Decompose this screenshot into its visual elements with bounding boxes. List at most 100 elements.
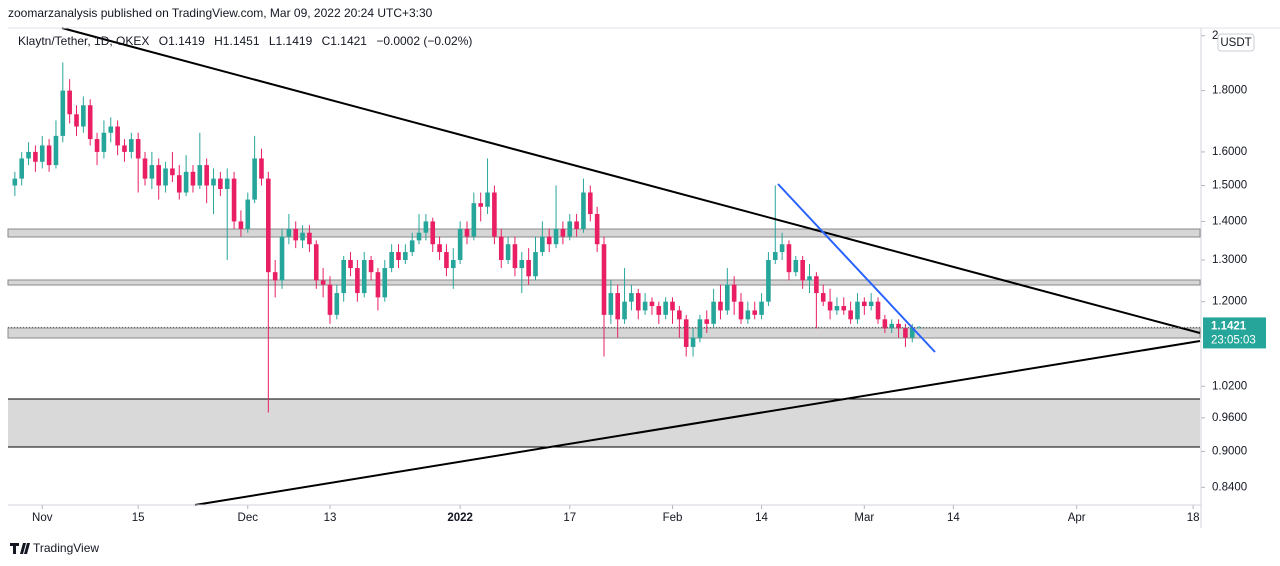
candle-body (115, 126, 120, 146)
candle-body (334, 293, 340, 315)
candle-body (197, 165, 203, 186)
candle-body (766, 260, 771, 302)
trend-line (61, 27, 1201, 334)
candle-body (649, 301, 655, 307)
candle-body (327, 284, 333, 315)
candle-body (149, 165, 155, 179)
candle-body (320, 280, 326, 285)
x-tick-label: 17 (563, 512, 576, 524)
candle-body (450, 260, 456, 269)
candle-body (348, 260, 353, 269)
y-tick-label: 0.8400 (1212, 481, 1247, 493)
candle-body (738, 301, 744, 320)
x-tick-label: 15 (132, 512, 145, 524)
candle-body (471, 203, 477, 237)
candle-body (629, 293, 634, 302)
y-tick-label: 0.9600 (1212, 412, 1247, 424)
candle-body (594, 214, 600, 245)
y-tick-label: 1.2000 (1212, 296, 1247, 308)
candle-body (409, 240, 415, 253)
candle-body (74, 114, 79, 127)
candle-body (53, 135, 59, 166)
legend-item: C1.1421 (322, 34, 368, 48)
legend-item: L1.1419 (269, 34, 313, 48)
candle-body (67, 90, 72, 115)
candle-body (635, 293, 641, 311)
candle-body (211, 178, 216, 186)
candle-body (19, 158, 25, 179)
candle-body (745, 310, 751, 320)
candle-body (81, 105, 86, 127)
candle-body (245, 199, 251, 229)
zone (7, 228, 1201, 238)
candle-body (875, 301, 881, 320)
candle-body (266, 178, 271, 273)
candle-body (39, 145, 45, 162)
candle-body (142, 158, 148, 179)
candle-body (464, 228, 470, 237)
candle-body (800, 260, 805, 281)
y-tick-label: 1.4000 (1212, 215, 1247, 227)
candle-body (492, 192, 497, 237)
candle-body (252, 158, 257, 200)
candle-body (382, 268, 388, 298)
candle-body (444, 252, 449, 269)
candle-body (704, 319, 710, 324)
candle-body (389, 252, 394, 269)
candle-body (313, 244, 319, 281)
candle-body (60, 90, 66, 136)
candle-body (533, 252, 538, 277)
byline: zoomarzanalysis published on TradingView… (8, 6, 433, 20)
candle-body (259, 158, 264, 179)
candle-body (820, 293, 826, 302)
candle-body (546, 236, 552, 245)
x-tick-label: Feb (663, 512, 683, 524)
candle-body (786, 244, 792, 273)
candle-body (396, 252, 401, 261)
candle-body (540, 236, 545, 253)
candle-body (183, 171, 189, 193)
candle-body (355, 268, 360, 294)
candle-body (129, 139, 134, 152)
candle-body (505, 244, 511, 261)
brand-logo (10, 543, 30, 554)
x-tick-label: Apr (1068, 512, 1086, 524)
candle-body (903, 328, 908, 338)
candle-body (827, 301, 833, 311)
candle-body (101, 132, 107, 152)
candle-body (567, 221, 573, 237)
trend-line (777, 183, 936, 353)
trend-lines (61, 27, 1201, 506)
candle-body (882, 319, 888, 329)
candle-body (279, 236, 285, 281)
y-tick-label: 0.9000 (1212, 445, 1247, 457)
legend-item: −0.0002 (−0.02%) (376, 34, 472, 48)
candle-body (807, 276, 812, 281)
candle-body (135, 139, 141, 159)
candle-body (272, 272, 278, 281)
candle-body (300, 232, 305, 241)
candle-body (238, 221, 244, 229)
candle-body (231, 178, 237, 222)
candle-body (33, 151, 38, 162)
candle-body (457, 228, 463, 261)
legend-item: O1.1419 (159, 34, 205, 48)
candle-body (868, 301, 874, 307)
candle-body (224, 178, 230, 189)
currency: USDT (1220, 37, 1251, 49)
candle-body (581, 192, 586, 229)
candle-body (307, 232, 312, 245)
candle-body (519, 260, 525, 269)
candle-body (711, 301, 716, 324)
y-tick-label: 1.6000 (1212, 146, 1247, 158)
candle-body (670, 301, 675, 311)
ticks: 2 1.8000 1.6000 1.5000 1.4000 1.3000 1.2000 1.0… (32, 30, 1247, 524)
candle-body (656, 306, 662, 315)
candle-body (916, 327, 922, 329)
candle-body (793, 260, 799, 273)
legend: Klaytn/Tether, 1D, OKEX O1.1419 H1.1451 … (18, 34, 472, 48)
candles (12, 62, 922, 413)
currency-box[interactable] (1217, 33, 1255, 52)
candle-body (622, 301, 627, 320)
